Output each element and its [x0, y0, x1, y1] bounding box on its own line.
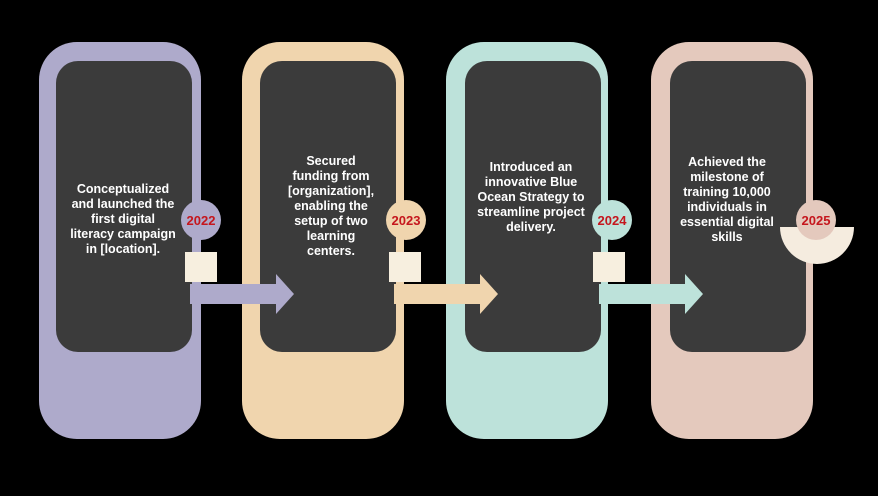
right-arrow-icon	[394, 274, 498, 314]
connector-tab-2022	[185, 252, 217, 282]
description-2024: Introduced an innovative Blue Ocean Stra…	[477, 160, 585, 234]
description-2025: Achieved the milestone of training 10,00…	[680, 155, 774, 244]
right-arrow-icon	[599, 274, 703, 314]
year-badge-2023: 2023	[386, 200, 426, 240]
connector-tab-2024	[593, 252, 625, 282]
year-badge-2024: 2024	[592, 200, 632, 240]
description-2022: Conceptualized and launched the first di…	[70, 182, 176, 256]
description-2023: Secured funding from [organization], ena…	[287, 154, 375, 258]
year-badge-2025: 2025	[796, 200, 836, 240]
connector-tab-2023	[389, 252, 421, 282]
right-arrow-icon	[190, 274, 294, 314]
year-badge-2022: 2022	[181, 200, 221, 240]
card-inner-2022	[56, 61, 192, 352]
